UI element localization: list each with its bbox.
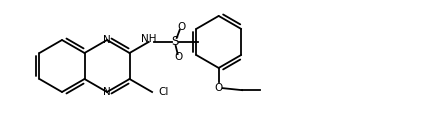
Text: S: S	[171, 36, 179, 48]
Text: N: N	[103, 87, 111, 97]
Text: Cl: Cl	[158, 87, 168, 97]
Text: O: O	[215, 83, 223, 93]
Text: O: O	[178, 22, 186, 32]
Text: N: N	[103, 35, 111, 45]
Text: NH: NH	[141, 34, 156, 44]
Text: O: O	[175, 52, 183, 62]
